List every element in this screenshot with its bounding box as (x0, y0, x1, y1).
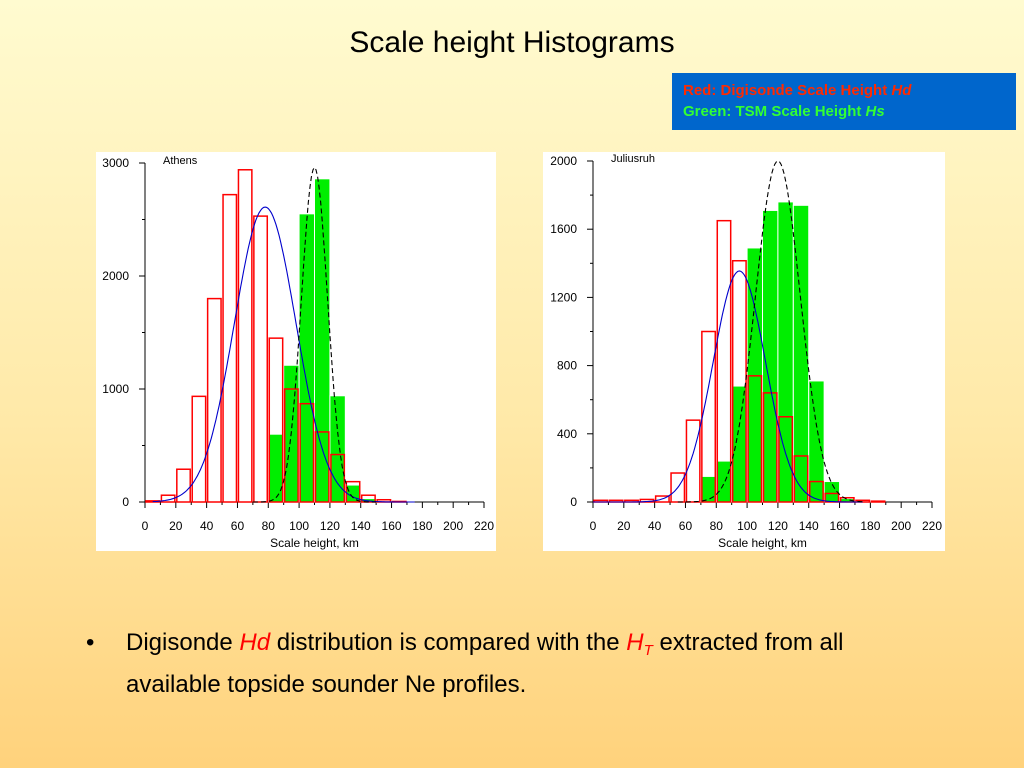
x-tick-label: 80 (262, 519, 276, 533)
hd-bar (268, 337, 284, 503)
x-tick-label: 160 (830, 519, 850, 533)
x-tick-label: 220 (474, 519, 494, 533)
bullet-symbol: • (86, 629, 95, 656)
hs-bar (267, 433, 285, 503)
hd-bar (670, 472, 686, 503)
x-tick-label: 200 (443, 519, 463, 533)
hd-bar (206, 297, 222, 503)
x-tick-label: 100 (737, 519, 757, 533)
x-axis-label: Scale height, km (718, 536, 807, 550)
hd-bar (654, 495, 670, 503)
y-tick-label: 0 (122, 495, 129, 509)
x-tick-label: 20 (617, 519, 631, 533)
legend-red-var: Hd (891, 82, 912, 99)
slide-title: Scale height Histograms (349, 26, 675, 59)
x-tick-label: 0 (590, 519, 597, 533)
athens-histogram-chart: 0 20 40 60 80 100 120 140 160 180 200 220 0 1000 2000 3… (102, 155, 494, 550)
hd-bar (747, 375, 763, 503)
hd-bar (330, 453, 346, 503)
hd-fit-curve (593, 270, 863, 503)
legend-box: Red: Digisonde Scale Height Hd Green: TS… (672, 73, 1016, 130)
x-tick-label: 180 (860, 519, 880, 533)
hd-bar (176, 468, 191, 503)
y-tick-label: 2000 (102, 269, 129, 283)
hs-bar (731, 385, 748, 503)
athens-histogram-panel: 0 20 40 60 80 100 120 140 160 180 200 220 0 1000 2000 3… (96, 152, 496, 551)
bullet-hd: Hd (239, 629, 271, 656)
x-tick-label: 200 (891, 519, 911, 533)
hd-bar (283, 388, 299, 503)
hs-bar (329, 395, 346, 503)
x-tick-label: 40 (200, 519, 214, 533)
y-tick-label: 1000 (102, 382, 129, 396)
hd-bar (237, 169, 253, 503)
hd-bar (716, 219, 732, 503)
hs-bar (777, 201, 794, 503)
y-tick-label: 0 (570, 495, 577, 509)
hd-bar (870, 500, 886, 503)
x-tick-label: 40 (648, 519, 662, 533)
station-title: Juliusruh (611, 153, 655, 165)
y-tick-label: 400 (557, 427, 577, 441)
bullet-part2: distribution is compared with the (270, 629, 627, 656)
y-tick-label: 1600 (550, 222, 577, 236)
hd-bar (778, 416, 794, 503)
hd-bar (222, 193, 238, 503)
hd-bar (299, 402, 315, 503)
hd-bar (160, 494, 176, 503)
hd-bar (762, 392, 778, 503)
x-tick-label: 0 (142, 519, 149, 533)
legend-green-var: Hs (865, 103, 885, 120)
y-tick-label: 3000 (102, 156, 129, 170)
legend-green-line: Green: TSM Scale Height Hs (683, 101, 1016, 122)
x-tick-label: 80 (710, 519, 724, 533)
x-tick-label: 220 (922, 519, 942, 533)
x-tick-label: 120 (320, 519, 340, 533)
hd-bar (731, 259, 747, 503)
x-tick-label: 140 (351, 519, 371, 533)
bullet-part1: Digisonde (126, 629, 240, 656)
bullet-part3: extracted from all available topside sou… (126, 629, 844, 698)
hs-bar (298, 213, 316, 503)
hs-fit-curve (252, 166, 377, 503)
x-tick-label: 120 (768, 519, 788, 533)
x-tick-label: 60 (679, 519, 693, 533)
y-tick-label: 1200 (550, 290, 577, 304)
hs-bar (808, 380, 825, 503)
hd-bar (793, 455, 809, 503)
bullet-h-letter: H (626, 629, 644, 656)
x-tick-label: 20 (169, 519, 183, 533)
y-tick-label: 2000 (550, 154, 577, 168)
legend-red-line: Red: Digisonde Scale Height Hd (683, 80, 1016, 101)
hs-bar (715, 460, 733, 503)
station-title: Athens (163, 155, 198, 167)
x-tick-label: 160 (382, 519, 402, 533)
hd-bar (345, 480, 361, 503)
hs-bar (700, 475, 717, 503)
x-tick-label: 140 (799, 519, 819, 533)
legend-green-text: Green: TSM Scale Height (683, 103, 866, 120)
hd-bar (685, 419, 701, 503)
hs-fit-curve (677, 160, 863, 503)
x-tick-label: 180 (412, 519, 432, 533)
juliusruh-histogram-chart: 0 20 40 60 80 100 120 140 160 180 200 220 0 400 800 120… (550, 153, 942, 550)
hd-bar (808, 480, 824, 503)
bullet-text: Digisonde Hd distribution is compared wi… (126, 626, 926, 702)
hd-fit-curve (152, 206, 415, 503)
juliusruh-histogram-panel: 0 20 40 60 80 100 120 140 160 180 200 220 0 400 800 120… (543, 152, 945, 551)
x-tick-label: 60 (231, 519, 245, 533)
y-tick-label: 800 (557, 359, 577, 373)
bullet-h-subscript: T (643, 642, 653, 659)
hd-bar (191, 395, 207, 503)
legend-red-text: Red: Digisonde Scale Height (683, 82, 892, 99)
bullet-h: HT (626, 629, 653, 659)
x-tick-label: 100 (289, 519, 309, 533)
hd-bar (253, 215, 269, 503)
x-axis-label: Scale height, km (270, 536, 359, 550)
